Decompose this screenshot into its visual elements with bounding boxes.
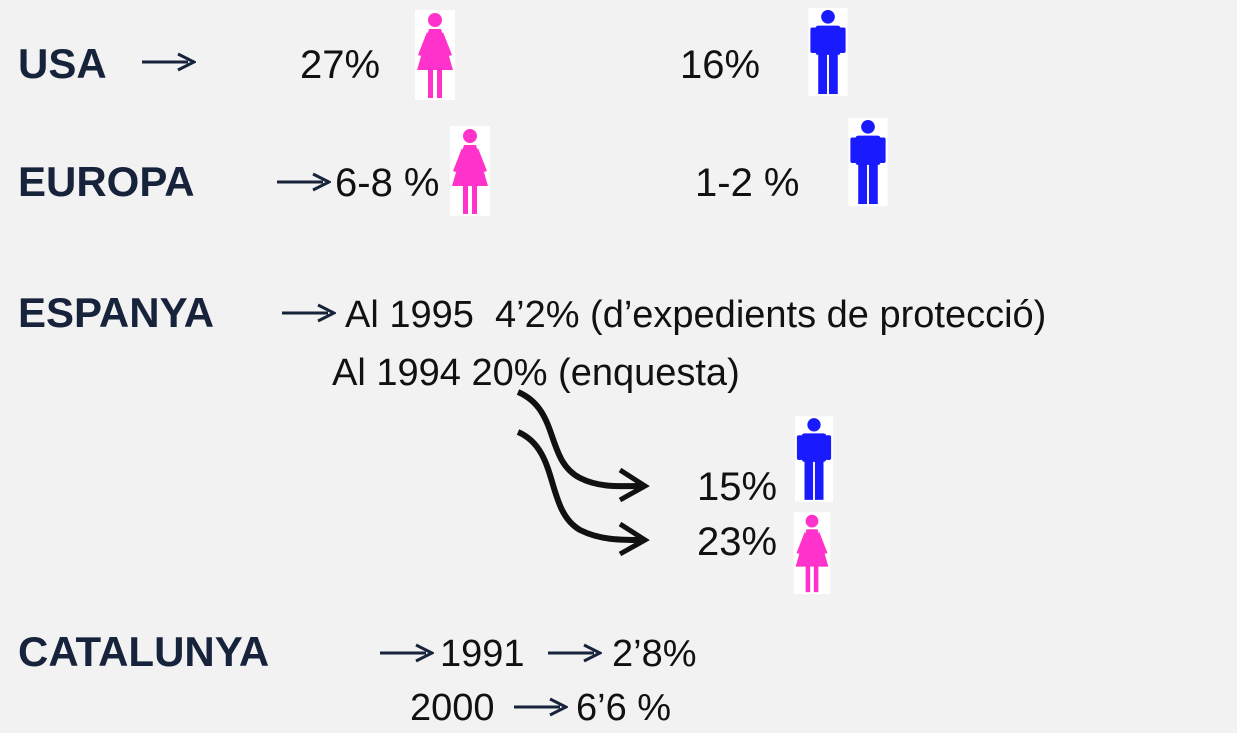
male-icon (795, 416, 833, 502)
percent: 2’8% (612, 633, 697, 675)
percent: 6’6 % (576, 687, 671, 729)
percent: 15% (697, 465, 777, 509)
arrow (512, 697, 568, 717)
country-label: CATALUNYA (18, 628, 269, 675)
arrow (280, 303, 336, 323)
arrow (378, 643, 434, 663)
female-icon (793, 512, 831, 594)
year: 1991 (440, 633, 525, 675)
arrow (275, 172, 331, 192)
country-label: USA (18, 40, 107, 87)
male-icon (848, 118, 888, 206)
arrow (546, 643, 602, 663)
curved-arrow (516, 429, 641, 543)
country-label: ESPANYA (18, 289, 214, 336)
female-icon (450, 126, 490, 216)
percent: 6-8 % (335, 161, 440, 205)
arrowhead (618, 467, 650, 503)
female-icon (415, 10, 455, 100)
text-line: Al 1995 4’2% (d’expedients de protecció) (345, 294, 1046, 336)
year: 2000 (410, 687, 495, 729)
text-line: Al 1994 20% (enquesta) (332, 352, 740, 394)
country-label: EUROPA (18, 158, 195, 205)
percent: 1-2 % (695, 161, 800, 205)
percent: 23% (697, 520, 777, 564)
percent: 27% (300, 43, 380, 87)
curved-arrow (516, 389, 641, 490)
arrowhead (618, 521, 650, 557)
percent: 16% (680, 43, 760, 87)
male-icon (808, 8, 848, 96)
arrow (140, 52, 196, 72)
